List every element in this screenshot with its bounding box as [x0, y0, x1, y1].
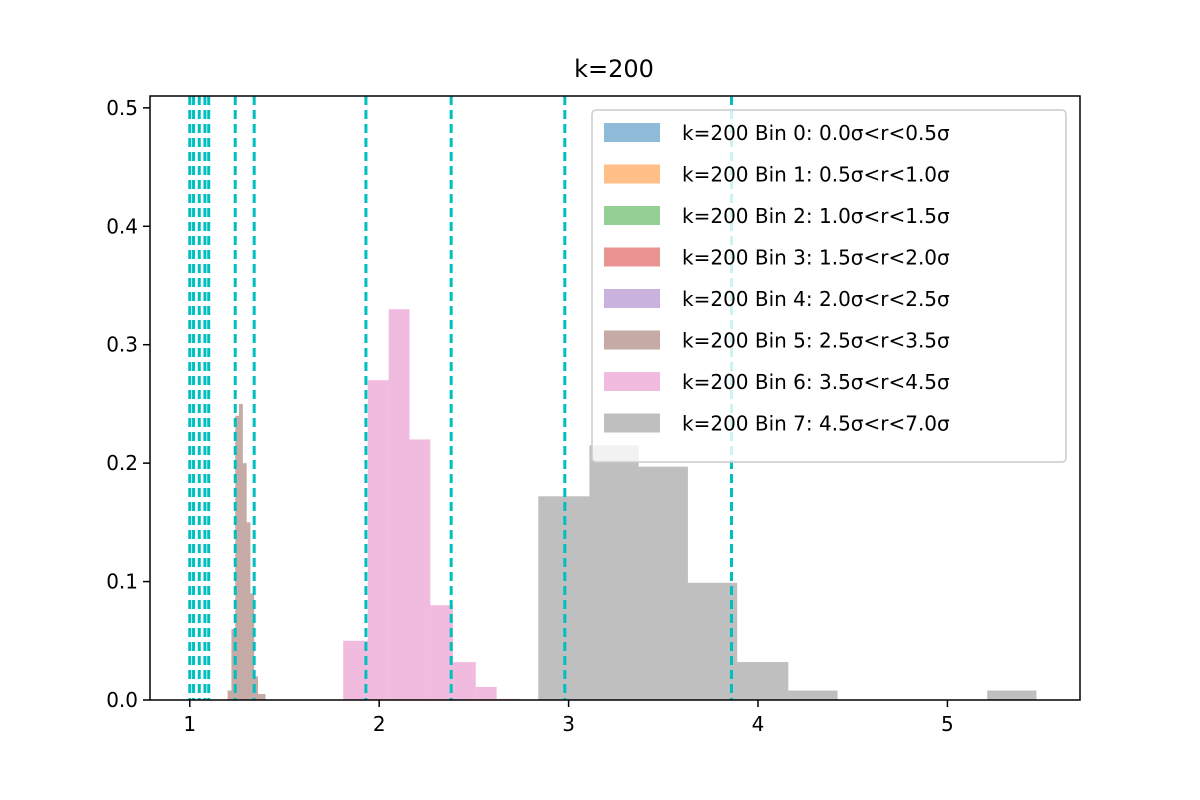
hist-bar-series-6-bin-5: [453, 662, 476, 700]
y-tick-label-5: 0.5: [106, 96, 138, 120]
hist-bar-series-7-bin-5: [788, 690, 838, 700]
hist-bar-series-6-bin-2: [388, 309, 410, 700]
chart-title: k=200: [574, 55, 654, 83]
legend-label-4: k=200 Bin 4: 2.0σ<r<2.5σ: [682, 287, 950, 311]
legend-label-2: k=200 Bin 2: 1.0σ<r<1.5σ: [682, 204, 950, 228]
hist-bar-series-6-bin-6: [475, 686, 497, 700]
hist-bar-series-6-bin-4: [430, 605, 454, 700]
legend-label-6: k=200 Bin 6: 3.5σ<r<4.5σ: [682, 370, 950, 394]
hist-bar-series-5-bin-3: [239, 403, 243, 700]
legend-swatch-3: [604, 247, 660, 267]
hist-bar-series-7-bin-4: [737, 662, 789, 700]
legend: k=200 Bin 0: 0.0σ<r<0.5σ k=200 Bin 1: 0.5…: [591, 109, 1067, 463]
y-tick-label-1: 0.1: [106, 570, 138, 594]
hist-bar-series-5-bin-2: [235, 415, 240, 700]
hist-bar-series-7-bin-0: [538, 496, 590, 700]
y-tick-label-4: 0.4: [106, 214, 138, 238]
y-tick-label-0: 0.0: [106, 688, 138, 712]
legend-swatch-0: [604, 123, 660, 142]
plot-frame: [149, 95, 1081, 701]
x-tick-label-2: 3: [562, 712, 575, 736]
hist-bar-series-7-bin-2: [638, 466, 688, 700]
legend-swatch-1: [604, 164, 660, 184]
hist-bar-series-5-bin-8: [257, 694, 266, 700]
y-axis: 0.0 0.1 0.2 0.3 0.4 0.5: [106, 96, 150, 712]
hist-bar-series-6-bin-0: [343, 640, 368, 700]
x-tick-label-4: 5: [941, 712, 954, 736]
legend-box: [591, 109, 1067, 463]
hist-bar-series-7-bin-1: [589, 445, 639, 700]
hist-bar-series-5-bin-1: [231, 628, 236, 700]
legend-label-7: k=200 Bin 7: 4.5σ<r<7.0σ: [682, 412, 950, 436]
legend-label-3: k=200 Bin 3: 1.5σ<r<2.0σ: [682, 246, 950, 270]
legend-label-1: k=200 Bin 1: 0.5σ<r<1.0σ: [682, 163, 950, 187]
legend-swatch-2: [604, 206, 660, 225]
legend-swatch-7: [604, 413, 660, 433]
legend-swatch-5: [604, 330, 660, 350]
y-tick-label-3: 0.3: [106, 333, 138, 357]
hist-bar-series-5-bin-7: [254, 676, 258, 700]
legend-label-5: k=200 Bin 5: 2.5σ<r<3.5σ: [682, 329, 950, 353]
y-tick-label-2: 0.2: [106, 451, 138, 475]
legend-swatch-4: [604, 289, 660, 308]
hist-bar-series-6-bin-1: [367, 380, 389, 700]
hist-bar-series-6-bin-3: [409, 439, 431, 700]
x-tick-label-3: 4: [752, 712, 765, 736]
legend-swatch-6: [604, 372, 660, 391]
x-tick-label-0: 1: [183, 712, 196, 736]
x-axis: 1 2 3 4 5: [183, 700, 954, 736]
legend-label-0: k=200 Bin 0: 0.0σ<r<0.5σ: [682, 121, 950, 145]
hist-bar-series-7-bin-9: [987, 690, 1037, 700]
x-tick-label-1: 2: [373, 712, 386, 736]
hist-bar-series-5-bin-6: [250, 593, 255, 700]
hist-bar-series-5-bin-5: [246, 522, 251, 700]
hist-bar-series-5-bin-0: [227, 690, 232, 700]
hist-bar-series-7-bin-3: [687, 582, 738, 700]
hist-bar-series-5-bin-4: [242, 463, 247, 700]
